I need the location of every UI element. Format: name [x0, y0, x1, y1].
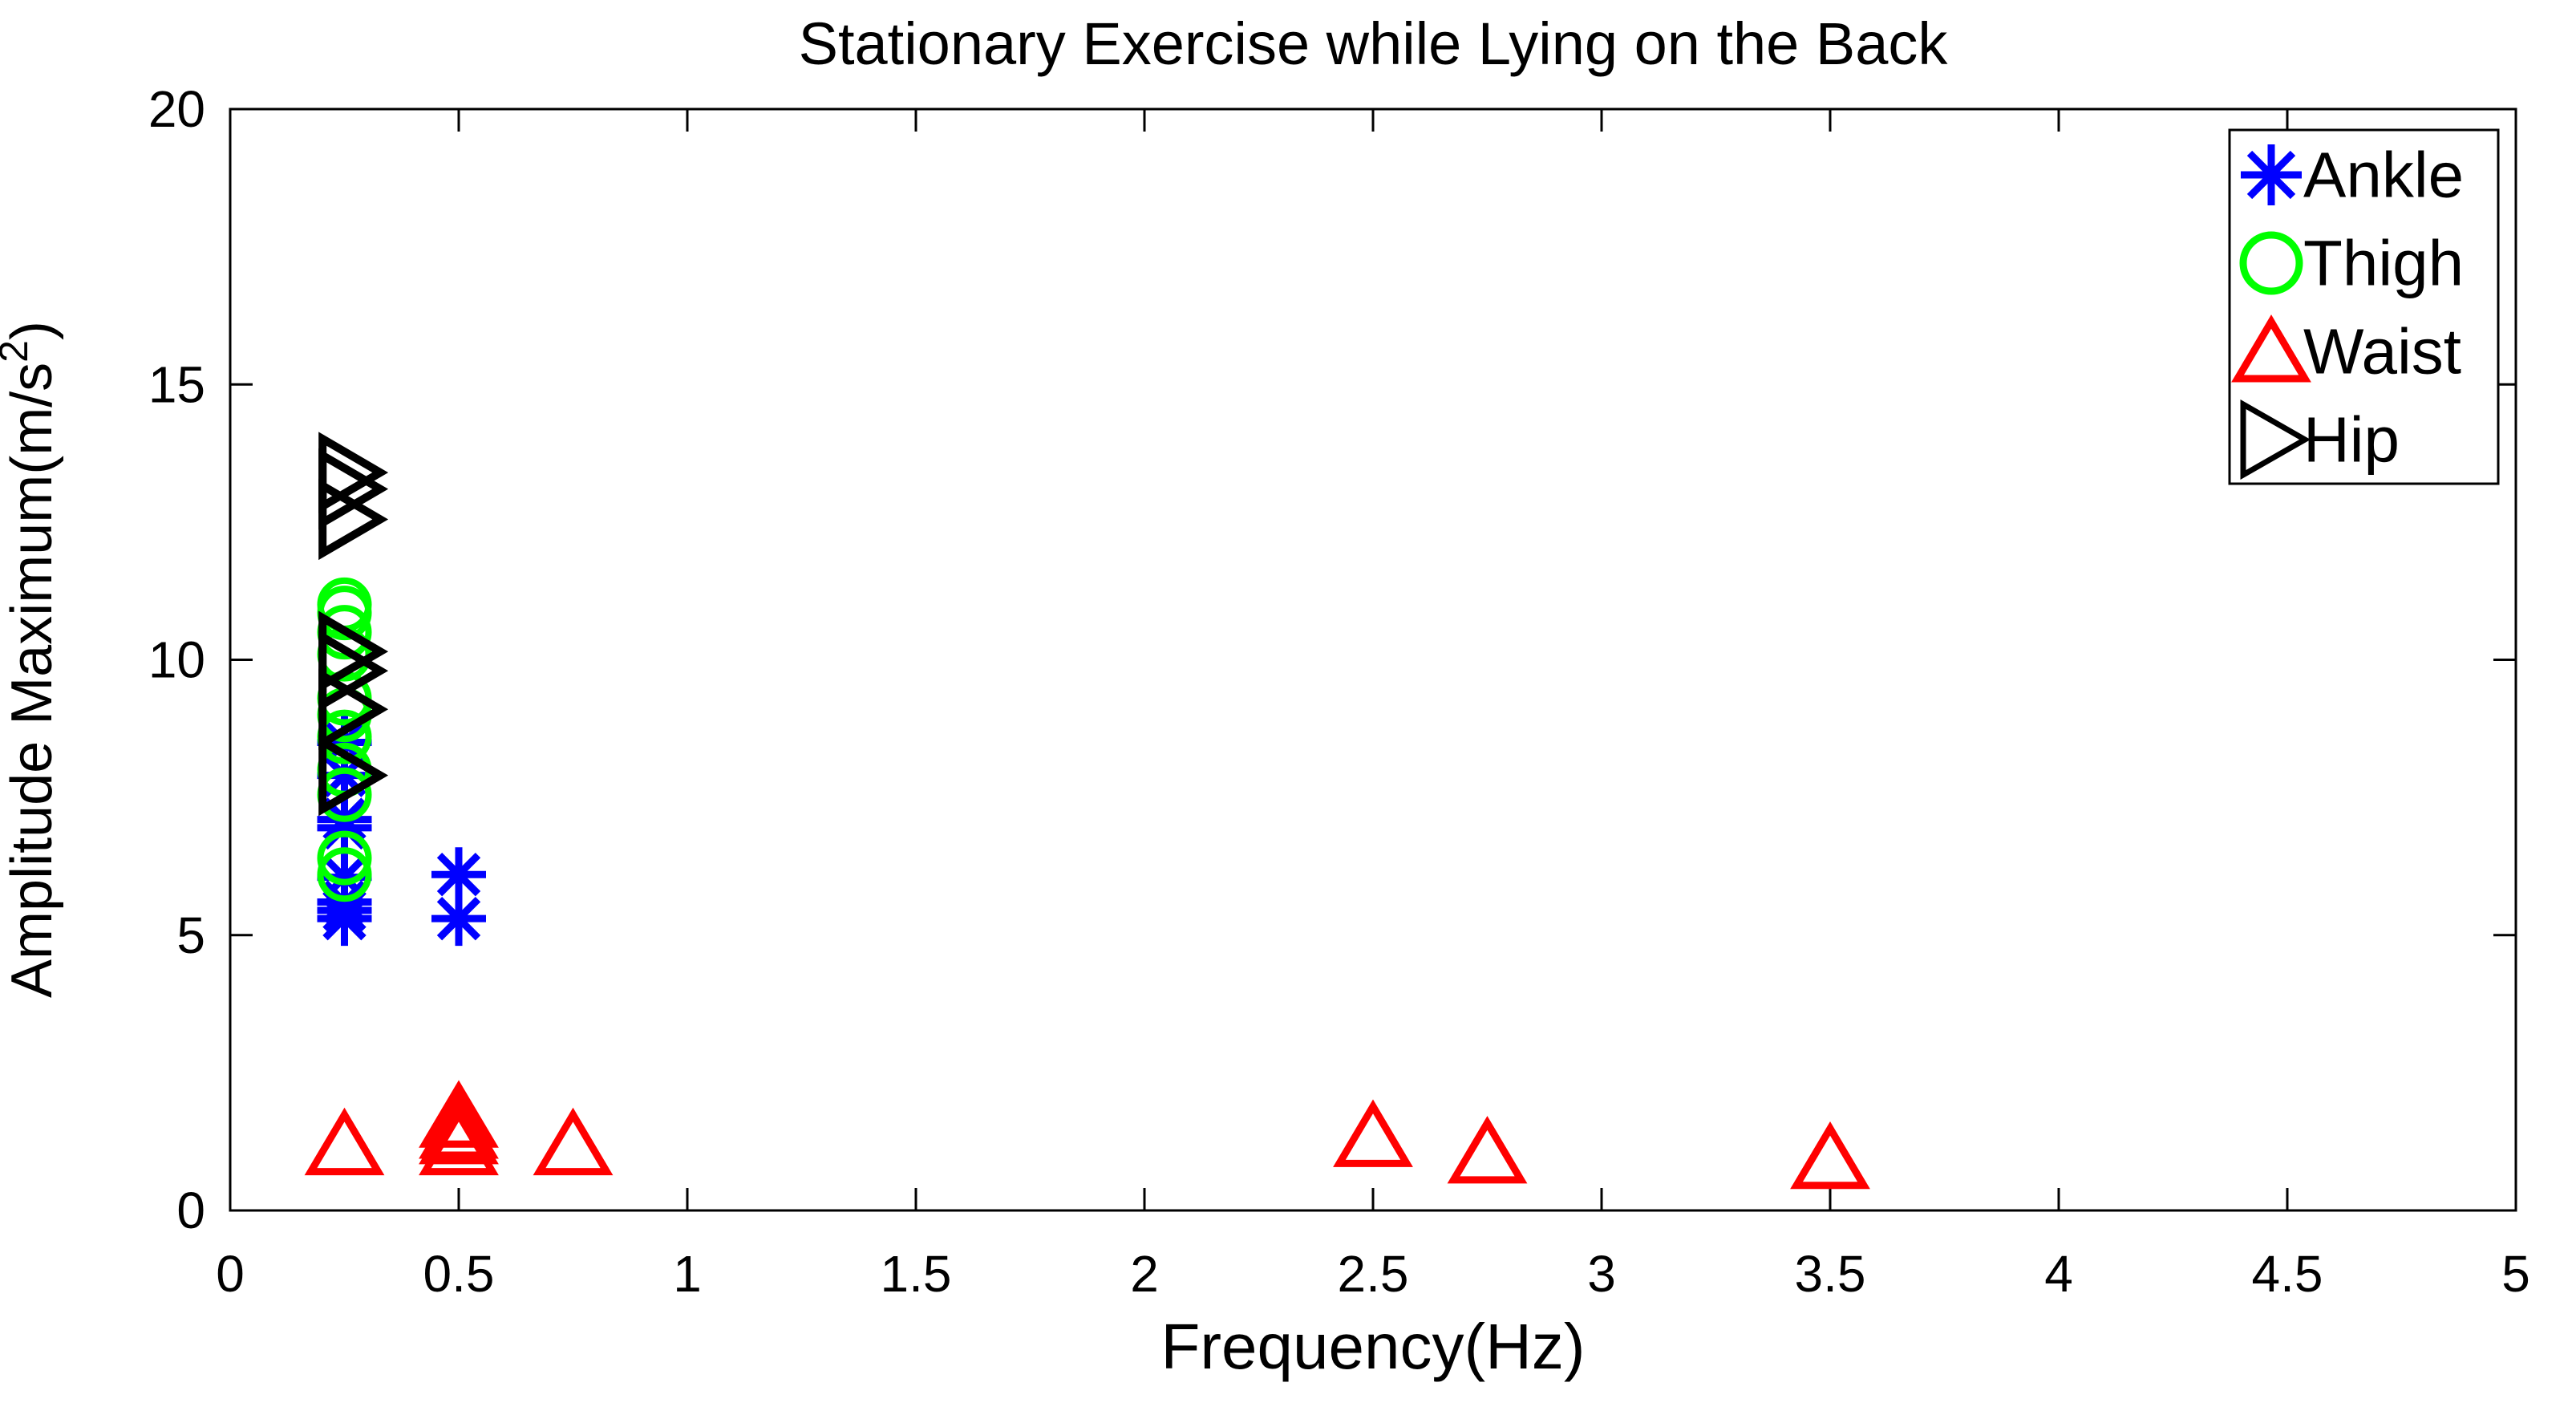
y-axis-label: Amplitude Maximum(m/s2): [0, 321, 64, 998]
y-tick-label: 10: [148, 631, 205, 689]
legend-marker-circle: [2239, 231, 2303, 295]
x-tick-label: 2.5: [1338, 1245, 1409, 1303]
marker-asterisk: [317, 748, 372, 803]
x-axis-label: Frequency(Hz): [1160, 1311, 1585, 1382]
y-axis-ticks: [230, 383, 2516, 937]
marker-triangle-up: [419, 1097, 499, 1165]
x-tick-label: 1: [673, 1245, 702, 1303]
marker-triangle-up: [1790, 1121, 1870, 1190]
y-tick-label: 20: [148, 80, 205, 138]
marker-triangle-right: [318, 668, 389, 750]
legend-entry-hip: Hip: [2240, 399, 2400, 480]
marker-triangle-up: [1447, 1116, 1528, 1184]
legend-marker-triangle-up: [2231, 314, 2311, 383]
marker-triangle-right: [318, 734, 389, 817]
x-tick-label: 3: [1587, 1245, 1616, 1303]
x-axis-ticks: [457, 109, 2289, 1210]
x-axis-tick-labels: 0 0.5 1 1.5 2 2.5 3 3.5 4 4.5 5: [216, 1245, 2530, 1303]
marker-triangle-up: [533, 1107, 614, 1176]
marker-asterisk: [2241, 144, 2302, 205]
legend-label-hip: Hip: [2303, 404, 2400, 476]
marker-circle: [317, 847, 372, 902]
marker-asterisk: [431, 847, 486, 902]
marker-triangle-up: [419, 1080, 499, 1148]
x-tick-label: 0: [216, 1245, 245, 1303]
marker-circle: [2239, 231, 2303, 295]
marker-triangle-right: [2240, 399, 2311, 480]
y-tick-label: 5: [176, 906, 205, 964]
y-tick-label: 15: [148, 355, 205, 413]
marker-triangle-up: [1333, 1099, 1413, 1167]
x-tick-label: 1.5: [881, 1245, 952, 1303]
chart-title: Stationary Exercise while Lying on the B…: [799, 10, 1949, 77]
marker-circle: [317, 830, 372, 886]
series-hip: [318, 432, 389, 817]
y-axis-label-main: Amplitude Maximum(m/s: [0, 363, 64, 998]
marker-triangle-up: [304, 1107, 385, 1176]
legend-marker-asterisk: [2241, 144, 2302, 205]
x-tick-label: 4.5: [2252, 1245, 2323, 1303]
marker-asterisk: [317, 715, 372, 770]
legend: Ankle Thigh Waist Hip: [2228, 128, 2500, 485]
legend-entry-waist: Waist: [2231, 314, 2461, 387]
marker-asterisk: [317, 800, 372, 855]
marker-triangle-right: [318, 630, 389, 712]
marker-asterisk: [431, 891, 486, 947]
marker-triangle-up: [419, 1107, 499, 1176]
plot-area-border: [229, 107, 2517, 1212]
x-tick-label: 0.5: [423, 1245, 495, 1303]
x-tick-label: 4: [2044, 1245, 2073, 1303]
legend-marker-triangle-right: [2240, 399, 2311, 480]
x-tick-label: 5: [2501, 1245, 2530, 1303]
series-ankle: [317, 715, 486, 947]
x-tick-label: 2: [1130, 1245, 1159, 1303]
marker-asterisk: [317, 891, 372, 947]
marker-triangle-right: [318, 478, 389, 561]
legend-entry-ankle: Ankle: [2241, 140, 2464, 211]
series-layer: [304, 432, 1870, 1190]
legend-entry-thigh: Thigh: [2239, 228, 2464, 299]
y-tick-label: 0: [176, 1182, 205, 1239]
y-axis-tick-labels: 0 5 10 15 20: [148, 80, 205, 1239]
legend-label-thigh: Thigh: [2303, 228, 2464, 299]
y-axis-label-end: ): [0, 321, 64, 340]
legend-label-ankle: Ankle: [2303, 140, 2464, 211]
series-waist: [304, 1080, 1870, 1190]
marker-triangle-up: [2231, 314, 2311, 383]
x-tick-label: 3.5: [1795, 1245, 1866, 1303]
y-axis-label-superscript: 2: [0, 340, 36, 363]
legend-label-waist: Waist: [2303, 316, 2461, 387]
